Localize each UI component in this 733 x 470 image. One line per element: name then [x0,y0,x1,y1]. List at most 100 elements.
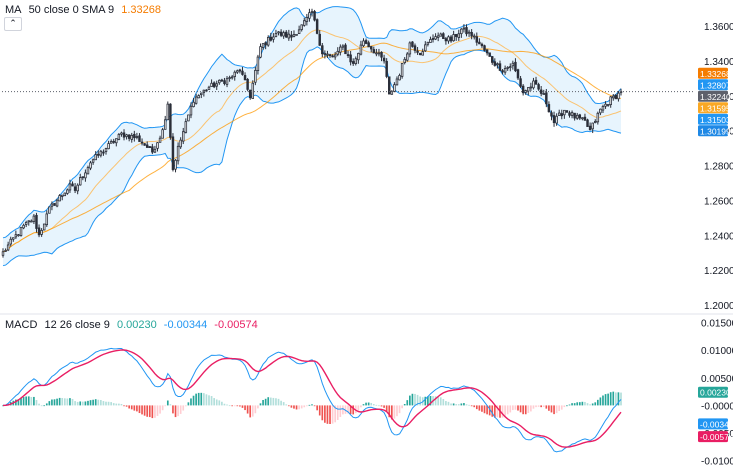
macd-legend-params: 12 26 close 9 [44,319,110,331]
macd-histogram-bar [239,405,241,407]
macd-histogram-bar [118,403,120,406]
macd-histogram-bar [331,405,334,424]
candle-body [362,40,365,47]
candle-body [393,84,396,92]
macd-histogram-bar [156,405,159,416]
candle-body [212,82,216,88]
macd-histogram-bar [164,405,167,407]
candle-body [305,16,309,22]
macd-label-macd: -0.00344 [700,419,733,429]
candle-body [60,194,64,197]
macd-histogram-bar [226,404,228,406]
macd-histogram-bar [94,399,97,406]
candle-body [310,11,314,14]
macd-histogram-bar [221,401,223,406]
macd-histogram-bar [210,396,213,406]
candle-body [63,192,67,197]
candle-body [148,146,152,148]
macd-histogram-bar [215,399,218,406]
candle-body [431,38,435,40]
macd-label-bg-hist [698,386,728,398]
candle-body [573,112,576,119]
macd-histogram-bar [15,399,17,406]
macd-histogram-bar [58,397,61,406]
macd-histogram-bar [589,404,591,406]
macd-histogram-bar [84,401,87,406]
candle-body [32,215,36,222]
macd-histogram-bar [352,405,355,415]
macd-histogram-bar [280,400,282,406]
macd-histogram-bar [87,400,89,406]
macd-histogram-bar [470,405,473,407]
signal-line [2,349,622,448]
macd-histogram-bar [527,405,530,413]
candle-body [117,134,121,140]
macd-histogram-bar [517,405,519,411]
candle-body [225,78,229,85]
macd-histogram-bar [375,404,378,406]
macd-histogram-bar [30,396,33,406]
macd-histogram-bar [349,405,352,415]
price-tick-label: 1.36000 [704,22,733,33]
macd-histogram-bar [43,405,46,407]
candle-body [331,55,334,58]
candle-body [220,79,224,82]
macd-histogram-bar [110,402,112,406]
candle-body [125,134,128,137]
candle-body [357,52,360,61]
candle-body [295,33,298,36]
candle-body [290,34,293,38]
candle-body [447,36,450,42]
macd-histogram-bar [483,405,486,414]
candle-body [79,177,82,186]
candle-body [166,103,170,121]
candle-body [143,143,146,146]
macd-histogram-bar [339,405,342,418]
candle-body [521,85,525,94]
macd-histogram-bar [452,403,455,406]
macd-legend[interactable]: MACD 12 26 close 9 0.00230 -0.00344 -0.0… [5,318,262,332]
candle-body [434,36,437,40]
candle-body [586,119,589,127]
candle-body [292,34,296,37]
macd-histogram-bar [282,402,285,406]
candle-body [303,20,306,26]
candle-body [218,79,221,84]
candle-body [351,61,355,64]
candle-body [493,61,497,66]
candle-body [133,133,136,139]
macd-histogram-bar [133,405,136,411]
candle-body [339,46,342,53]
macd-histogram-bar [208,395,210,406]
candle-body [73,186,77,191]
macd-histogram-bar [69,398,71,406]
candle-body [349,54,352,63]
macd-histogram-bar [169,404,172,406]
candle-body [491,56,494,63]
macd-histogram-bar [138,405,141,414]
collapse-legend-button[interactable]: ⌃ [4,17,22,31]
candle-body [470,32,473,37]
macd-histogram-bar [151,405,154,419]
price-label-bg-lower [698,125,728,137]
macd-histogram-bar [306,405,308,407]
macd-histogram-bar [61,398,64,406]
candle-body [259,46,262,58]
macd-histogram-bar [174,405,177,418]
candle-body [478,41,481,45]
macd-histogram-bar [535,405,537,408]
macd-histogram-bar [514,405,517,410]
candle-body [287,33,291,39]
candle-body [174,159,177,170]
candle-body [323,53,327,55]
candle-body [539,89,543,94]
macd-histogram-bar [615,392,617,406]
candle-body [223,80,226,84]
macd-histogram-bar [463,403,465,406]
candle-body [557,112,561,116]
price-legend[interactable]: MA 50 close 0 SMA 9 1.33268 [5,3,165,17]
macd-histogram-bar [123,405,125,407]
candle-body [509,66,512,69]
